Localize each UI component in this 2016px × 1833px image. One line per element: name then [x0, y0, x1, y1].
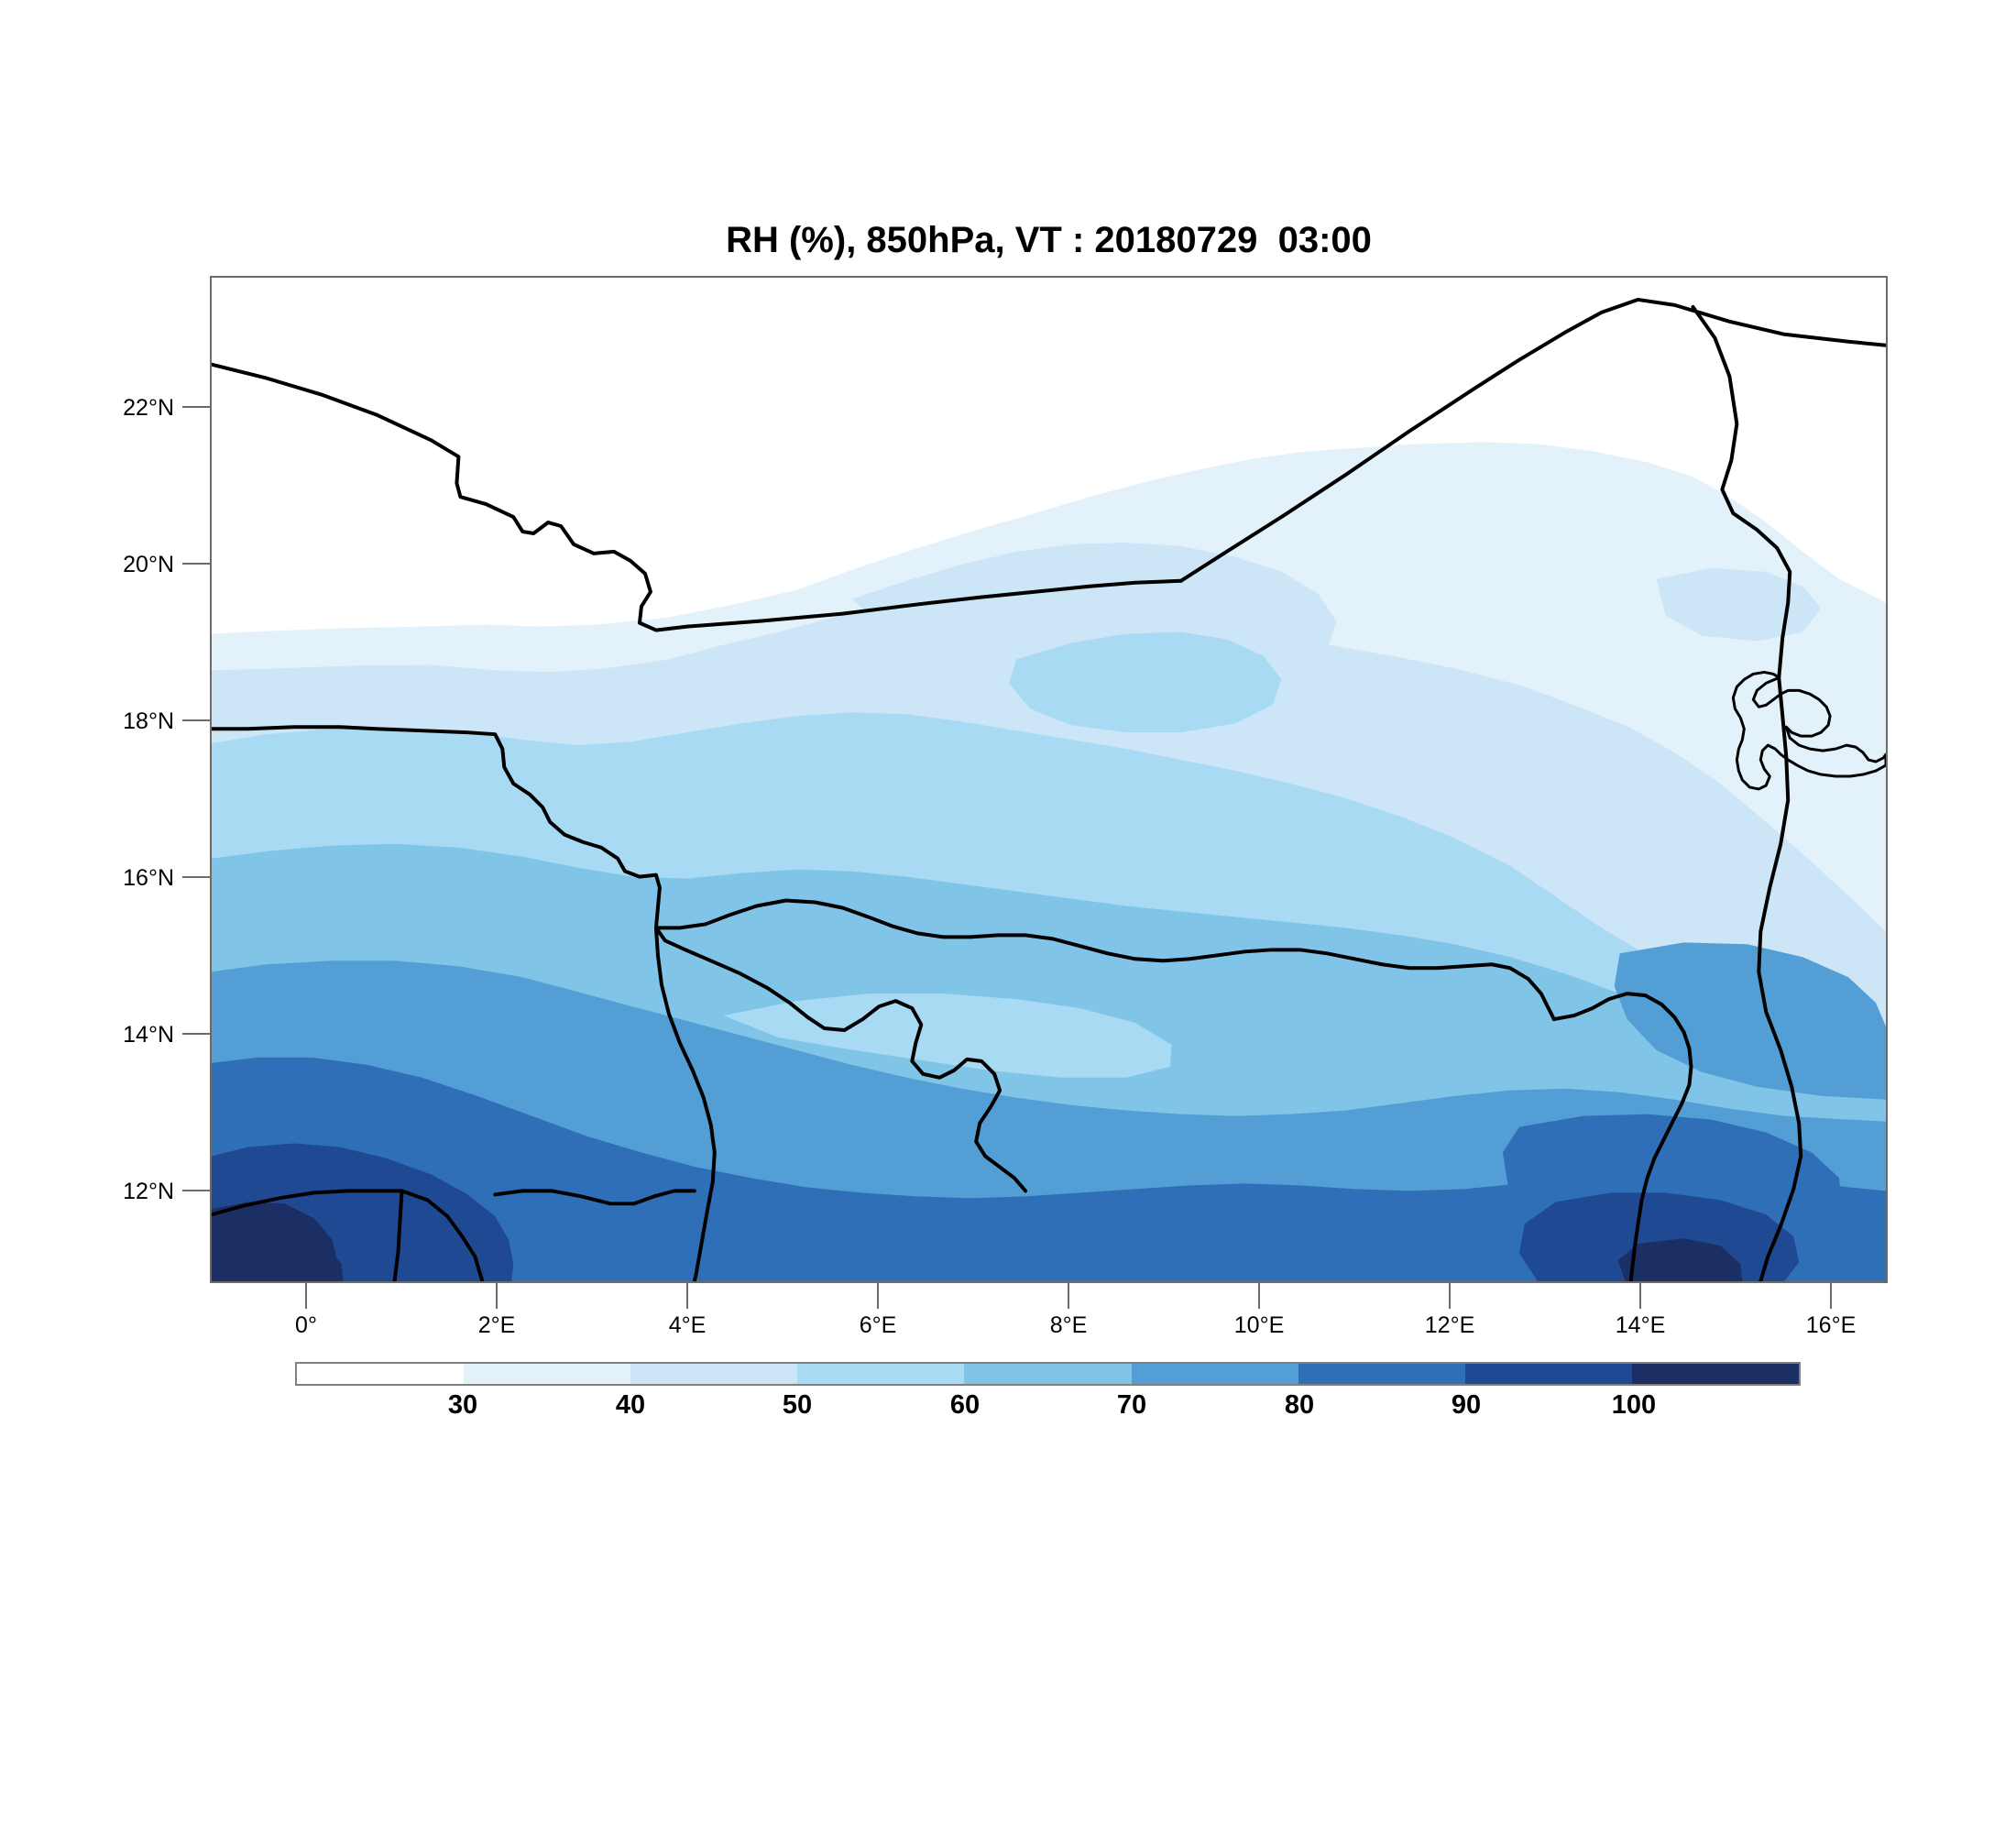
xtick-label-4e: 4°E — [668, 1312, 707, 1338]
colorbar-segment-90-100 — [1464, 1364, 1632, 1384]
lake-chad-outline — [1731, 670, 1886, 791]
ytick-label-18n: 18°N — [123, 708, 174, 734]
colorbar-label-80: 80 — [1284, 1390, 1315, 1420]
colorbar-label-50: 50 — [782, 1390, 813, 1420]
ytick-line-20n — [182, 563, 210, 565]
colorbar-label-70: 70 — [1116, 1390, 1147, 1420]
ytick-label-12n: 12°N — [123, 1179, 174, 1204]
contour-inclusion-niger-river — [723, 993, 1172, 1078]
contour-core-southwest-2 — [264, 1238, 344, 1281]
xtick-line-12e — [1449, 1283, 1451, 1309]
colorbar-segment-gt100 — [1631, 1364, 1799, 1384]
colorbar-label-40: 40 — [615, 1390, 646, 1420]
ytick-line-22n — [182, 406, 210, 408]
colorbar-label-100: 100 — [1611, 1390, 1657, 1420]
map-plot-area[interactable] — [210, 276, 1888, 1283]
ytick-label-16n: 16°N — [123, 865, 174, 891]
ytick-line-16n — [182, 876, 210, 878]
xtick-label-16e: 16°E — [1805, 1312, 1857, 1338]
colorbar-label-30: 30 — [447, 1390, 478, 1420]
xtick-label-12e: 12°E — [1424, 1312, 1475, 1338]
contour-pocket-lake-chad — [1614, 942, 1886, 1100]
xtick-label-10e: 10°E — [1233, 1312, 1285, 1338]
xtick-label-0: 0° — [295, 1312, 317, 1338]
ytick-label-20n: 20°N — [123, 552, 174, 577]
contour-band-80-90 — [212, 1057, 1886, 1281]
xtick-label-8e: 8°E — [1049, 1312, 1088, 1338]
colorbar-segment-80-90 — [1298, 1364, 1465, 1384]
colorbar-label-90: 90 — [1451, 1390, 1482, 1420]
xtick-label-14e: 14°E — [1615, 1312, 1666, 1338]
colorbar-segment-40-50 — [630, 1364, 798, 1384]
rh-contour-map — [212, 278, 1886, 1281]
contour-core-southeast — [1617, 1238, 1743, 1281]
xtick-line-8e — [1068, 1283, 1069, 1309]
country-borders — [212, 297, 1886, 1281]
contour-lobe-niger-mid — [1009, 631, 1282, 733]
colorbar[interactable] — [295, 1362, 1801, 1386]
page-title: RH (%), 850hPa, VT : 20180729 03:00 — [726, 220, 1372, 260]
colorbar-segment-70-80 — [1131, 1364, 1298, 1384]
ytick-label-22n: 22°N — [123, 395, 174, 421]
colorbar-segment-30-40 — [464, 1364, 631, 1384]
xtick-line-2e — [496, 1283, 498, 1309]
xtick-line-14e — [1639, 1283, 1641, 1309]
colorbar-segment-60-70 — [964, 1364, 1132, 1384]
ytick-line-14n — [182, 1033, 210, 1035]
xtick-line-10e — [1258, 1283, 1260, 1309]
xtick-line-0 — [305, 1283, 307, 1309]
xtick-line-4e — [686, 1283, 688, 1309]
xtick-label-6e: 6°E — [859, 1312, 897, 1338]
colorbar-segment-lt30 — [297, 1364, 465, 1384]
ytick-line-12n — [182, 1190, 210, 1191]
colorbar-label-60: 60 — [949, 1390, 981, 1420]
ytick-label-14n: 14°N — [123, 1022, 174, 1048]
contour-patch-upper-right — [1656, 567, 1822, 642]
xtick-line-6e — [877, 1283, 879, 1309]
ytick-line-18n — [182, 719, 210, 721]
xtick-line-16e — [1830, 1283, 1832, 1309]
xtick-label-2e: 2°E — [477, 1312, 516, 1338]
colorbar-segment-50-60 — [797, 1364, 965, 1384]
